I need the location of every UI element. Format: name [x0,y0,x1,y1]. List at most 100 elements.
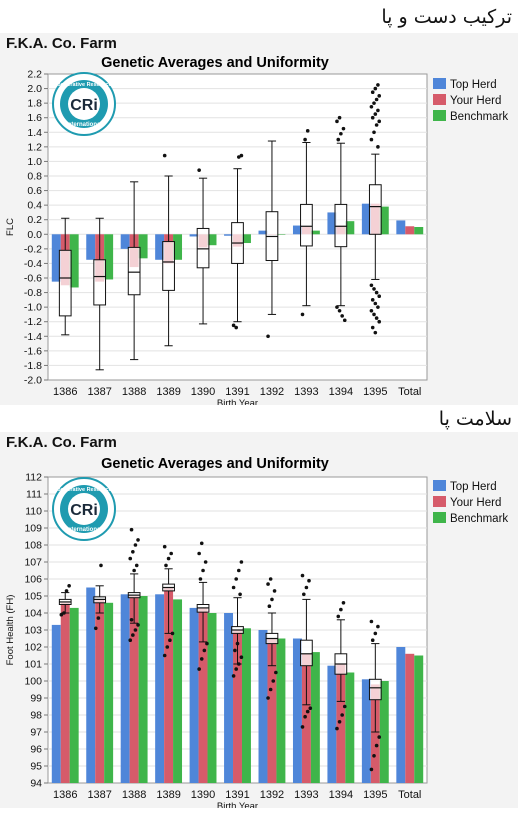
outlier-point [199,657,204,661]
x-tick-label: 1395 [363,789,387,801]
outlier-point [266,334,270,339]
bar-benchmark [69,234,79,288]
outlier-point [164,563,168,568]
outlier-point [231,323,236,328]
y-tick-label: 106 [24,574,42,586]
outlier-point [59,612,64,617]
bar-top-herd [189,234,199,237]
outlier-point [129,618,134,622]
bar-benchmark [104,602,114,783]
outlier-point [374,316,379,320]
outlier-point [235,641,240,646]
x-tick-label: Total [398,789,421,801]
outlier-point [197,551,201,556]
y-tick-label: -0.6 [24,273,42,285]
outlier-point [268,687,273,692]
bar-benchmark [345,672,355,783]
y-axis-label: Foot Health (FH) [5,595,16,666]
outlier-point [307,578,311,583]
y-tick-label: -1.8 [24,360,42,372]
outlier-point [305,709,310,714]
box [196,227,210,269]
outlier-point [340,314,344,318]
x-axis-label: Birth Year [217,801,258,808]
outlier-point [162,153,167,158]
outlier-point [374,97,379,102]
outlier-point [342,704,347,709]
bar-top-herd [292,225,302,235]
outlier-point [336,137,341,142]
bar-top-herd [224,234,234,236]
x-tick-label: 1392 [260,789,284,801]
legend-swatch [433,496,446,507]
bar-top-herd [224,613,234,783]
chart-title: Genetic Averages and Uniformity [101,456,329,472]
bar-top-herd [155,594,165,783]
bar-benchmark [414,655,424,783]
y-tick-label: 100 [24,676,42,688]
outlier-point [305,129,310,133]
y-tick-label: -0.8 [24,287,42,299]
chart-1: -2.0 -1.8 -1.6 -1.4 -1.2 -1.0 -0.8 -0.6 -0.4 -0.2… [5,69,508,406]
outlier-point [300,725,305,729]
bar-benchmark [138,596,148,783]
bar-top-herd [361,679,371,783]
outlier-point [231,674,236,678]
bar-benchmark [69,607,79,783]
x-tick-label: 1395 [363,386,387,398]
bar-top-herd [120,234,130,249]
outlier-point [308,706,313,710]
outlier-point [237,568,241,573]
chart-panel-1: F.K.A. Co. Farm Genetic Averages and Uni… [0,33,518,405]
outlier-point [234,667,238,671]
x-tick-label: 1394 [329,789,353,801]
y-tick-label: -1.4 [24,331,42,343]
cri-logo-arc-top: Cooperative Resources [53,82,114,88]
y-tick-label: 1.4 [27,127,42,139]
bar-top-herd [86,234,96,260]
x-tick-label: 1393 [294,789,318,801]
bar-top-herd [51,234,61,282]
outlier-point [239,655,244,659]
y-tick-label: 109 [24,523,42,535]
outlier-point [372,287,376,291]
y-tick-label: 0.4 [27,200,42,212]
outlier-point [370,298,375,302]
outlier-point [96,616,101,620]
outlier-point [129,527,134,532]
outlier-point [170,631,175,636]
x-tick-label: 1387 [87,386,111,398]
outlier-point [133,543,138,547]
bar-your-herd [405,653,415,783]
y-tick-label: 1.0 [27,156,42,168]
box [300,639,313,667]
outlier-point [128,556,133,561]
outlier-point [162,653,167,658]
y-axis-label: FLC [5,218,16,236]
y-tick-label: -1.0 [24,302,42,314]
bar-top-herd [327,212,337,235]
bar-top-herd [396,220,406,235]
bar-your-herd [129,596,139,783]
outlier-point [337,308,342,313]
bar-benchmark [104,234,114,280]
x-tick-label: 1392 [260,386,284,398]
outlier-point [99,563,103,568]
bar-benchmark [310,652,320,783]
bar-your-herd [405,226,415,235]
bar-benchmark [276,234,286,235]
outlier-point [231,585,236,590]
x-tick-label: 1389 [156,789,180,801]
outlier-point [93,626,98,631]
outlier-point [376,145,380,149]
box [368,678,382,701]
bar-your-herd [198,607,208,783]
cri-logo-center [68,493,100,525]
outlier-point [199,541,204,546]
y-tick-label: 97 [30,727,42,739]
bar-benchmark [345,221,355,235]
outlier-point [136,623,140,627]
y-tick-label: 102 [24,642,42,654]
bar-benchmark [173,234,183,260]
box [58,249,72,317]
